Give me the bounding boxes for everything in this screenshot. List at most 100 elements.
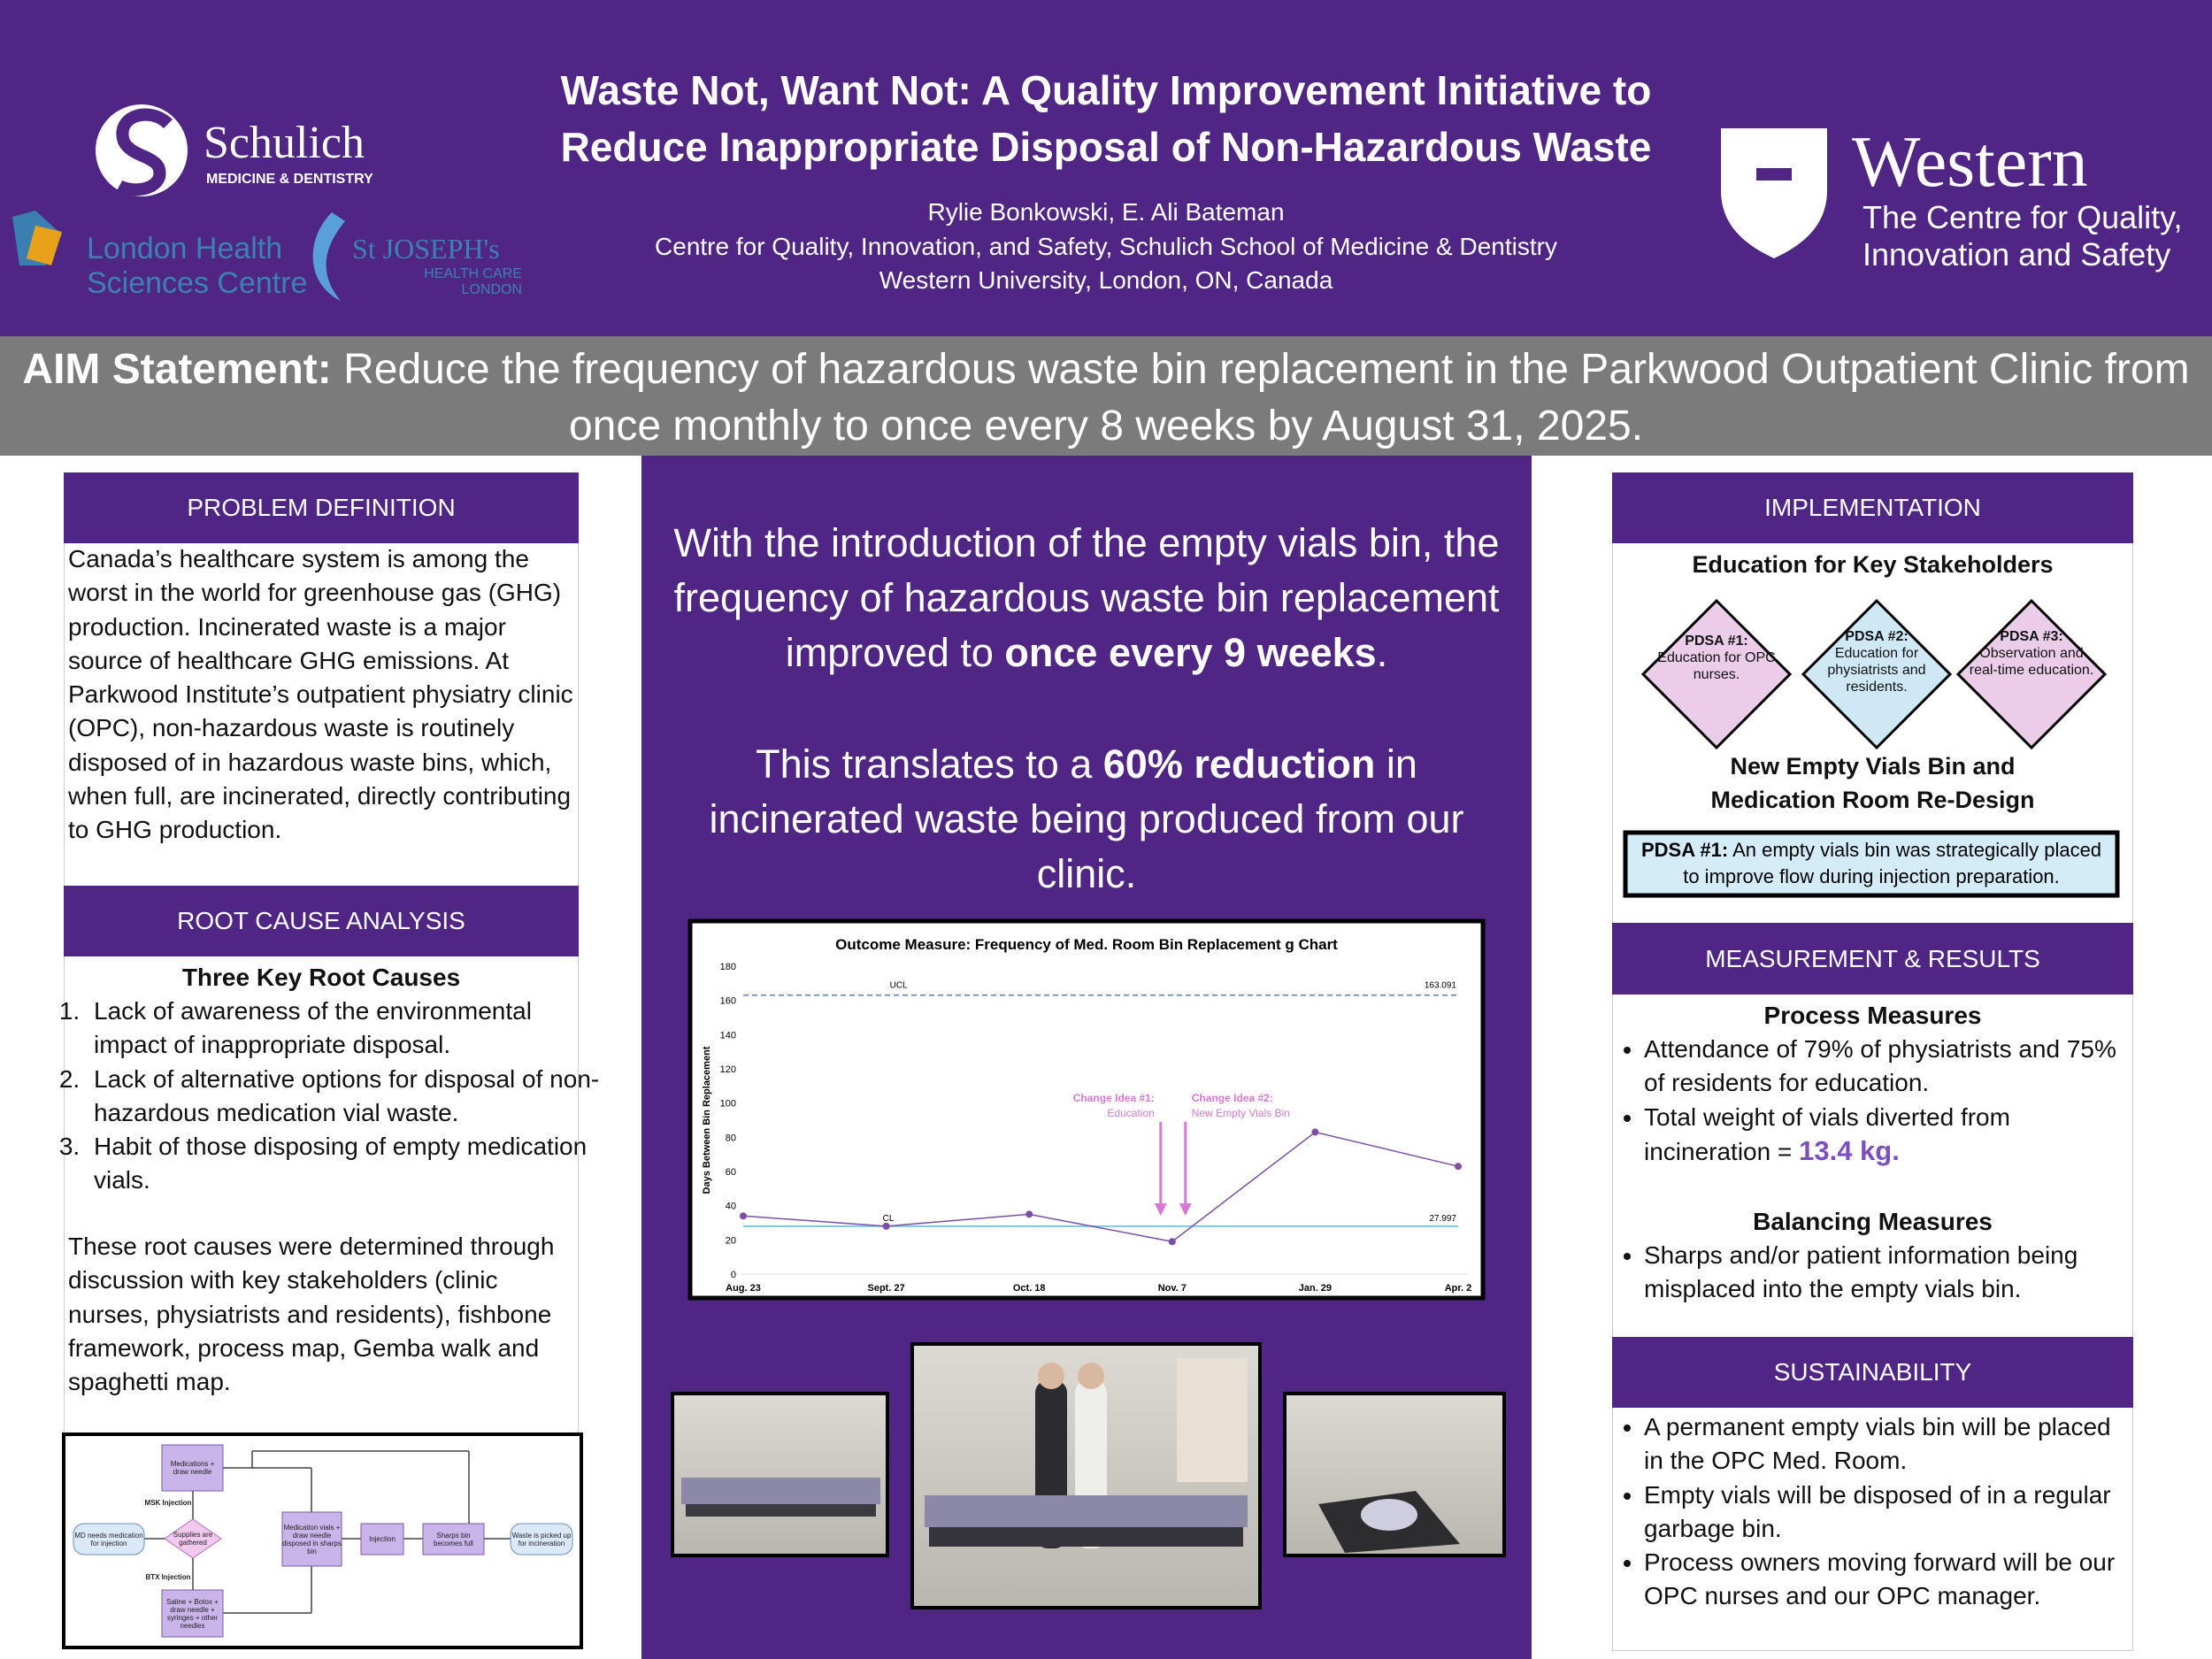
pdsa-text: Education for OPC nurses. <box>1657 650 1776 682</box>
subheading: Education for Key Stakeholders <box>1692 551 2054 578</box>
logo-text: MEDICINE & DENTISTRY <box>206 172 373 187</box>
sustainability-item: Empty vials will be disposed of in a reg… <box>1644 1479 2131 1547</box>
statement-emphasis: 60% reduction <box>1102 741 1376 787</box>
subheading: Balancing Measures <box>1753 1208 1993 1235</box>
data-point <box>1455 1163 1462 1171</box>
data-point <box>1025 1210 1033 1218</box>
pdsa-diamond <box>1955 598 2108 750</box>
sjhc-logo <box>312 212 345 301</box>
section-heading: SUSTAINABILITY <box>1612 1337 2133 1408</box>
logo-text: Western <box>1852 121 2088 202</box>
chart: Outcome Measure: Frequency of Med. Room … <box>687 918 1486 1301</box>
subheading-line: Medication Room Re-Design <box>1710 787 2035 814</box>
problem-body: Canada’s healthcare system is among the … <box>68 545 573 844</box>
x-tick-label: Nov. 7 <box>1158 1283 1187 1294</box>
aim-label: AIM Statement: <box>22 346 332 393</box>
flowchart-connectors <box>144 1450 511 1614</box>
balancing-list: Sharps and/or patient information being … <box>1612 1239 2131 1307</box>
pdsa-box-body: An empty vials bin was strategically pla… <box>1683 839 2102 887</box>
statement-text: . <box>1376 630 1388 675</box>
western-shield-detail <box>1756 168 1792 180</box>
flow-label: Saline + Botox + draw needle + syringes … <box>166 1597 219 1630</box>
flow-node <box>510 1523 573 1555</box>
pdsa-title: PDSA #2: <box>1845 629 1909 644</box>
statement-text: With the introduction of the empty vials… <box>673 520 1500 675</box>
pdsa-text: Observation and real-time education. <box>1969 646 2094 678</box>
x-tick-label: Jan. 29 <box>1299 1283 1332 1294</box>
sustainability-item: A permanent empty vials bin will be plac… <box>1644 1410 2131 1479</box>
y-tick-label: 80 <box>726 1133 736 1143</box>
annotation: Change Idea #2: <box>1192 1092 1273 1104</box>
flow-node <box>164 1518 222 1559</box>
authors: Rylie Bonkowski, E. Ali Bateman <box>927 198 1285 226</box>
western-shield <box>1721 128 1827 258</box>
section-heading: IMPLEMENTATION <box>1612 472 2133 543</box>
process-item: Total weight of vials diverted from inci… <box>1644 1101 2131 1170</box>
data-point <box>1168 1238 1176 1246</box>
sustainability-item: Process owners moving forward will be ou… <box>1644 1546 2131 1614</box>
pdsa-box-label: PDSA #1: <box>1640 839 1729 861</box>
change-arrow-head <box>1154 1203 1167 1216</box>
pdsa-box-text: PDSA #1: An empty vials bin was strategi… <box>1632 837 2110 890</box>
flow-node <box>73 1523 145 1555</box>
process-list: Attendance of 79% of physiatrists and 75… <box>1612 1033 2131 1169</box>
cl-value: 27.997 <box>1429 1214 1456 1224</box>
flow-label: Injection <box>369 1535 396 1543</box>
y-tick-label: 0 <box>731 1270 736 1280</box>
flow-node <box>161 1589 224 1638</box>
statement-emphasis: once every 9 weeks <box>1004 630 1377 675</box>
pdsa-title: PDSA #1: <box>1685 634 1748 649</box>
flow-branch-label: MSK Injection <box>144 1498 192 1507</box>
y-tick-label: 20 <box>726 1235 736 1246</box>
photo <box>671 1392 889 1557</box>
lhsc-logo <box>27 226 62 265</box>
pdsa-label: PDSA #1: Education for OPC nurses. <box>1655 633 1778 683</box>
photo <box>1283 1392 1506 1557</box>
root-cause-summary: These root causes were determined throug… <box>68 1233 555 1396</box>
y-tick-label: 60 <box>726 1167 736 1178</box>
annotation: Change Idea #1: <box>1073 1092 1155 1104</box>
pdsa-label: PDSA #3: Observation and real-time educat… <box>1965 628 2098 679</box>
annotation: Education <box>1107 1107 1154 1119</box>
schulich-logo-s <box>116 108 173 196</box>
cl-label: CL <box>883 1214 895 1224</box>
result-statement: With the introduction of the empty vials… <box>655 516 1518 680</box>
y-tick-label: 100 <box>720 1099 736 1110</box>
logo-text: LONDON <box>462 282 522 297</box>
pdsa-diamond <box>1801 598 1953 750</box>
title-line: Reduce Inappropriate Disposal of Non-Haz… <box>560 124 1652 170</box>
flow-label: Sharps bin becomes full <box>434 1531 473 1548</box>
data-point <box>882 1222 890 1230</box>
aim-statement: AIM Statement: Reduce the frequency of h… <box>18 342 2194 455</box>
chart-title: Outcome Measure: Frequency of Med. Room … <box>835 936 1338 953</box>
y-tick-label: 120 <box>720 1064 736 1075</box>
cause: Lack of awareness of the environmental i… <box>87 995 609 1063</box>
logo-text: Innovation and Safety <box>1863 236 2170 273</box>
pdsa-label: PDSA #2: Education for physiatrists and r… <box>1819 628 1934 695</box>
title-line: Waste Not, Want Not: A Quality Improveme… <box>560 67 1652 113</box>
logo-text: Schulich <box>204 118 365 168</box>
aim-text: Reduce the frequency of hazardous waste … <box>343 346 2190 449</box>
title: Waste Not, Want Not: A Quality Improveme… <box>442 62 1770 175</box>
pdsa-title: PDSA #3: <box>2000 629 2063 644</box>
cause: Lack of alternative options for disposal… <box>87 1063 609 1131</box>
photo <box>910 1342 1262 1609</box>
cause-list: Lack of awareness of the environmental i… <box>44 995 609 1198</box>
x-tick-label: Sept. 27 <box>868 1283 905 1294</box>
subheading: Process Measures <box>1763 1002 1982 1029</box>
y-tick-label: 160 <box>720 996 736 1007</box>
y-tick-label: 40 <box>726 1202 736 1212</box>
flow-node <box>360 1523 404 1555</box>
flow-node <box>422 1523 485 1555</box>
flow-label: Medications + draw needle <box>170 1460 215 1476</box>
pdsa-diamond <box>1640 598 1793 750</box>
x-tick-label: Aug. 23 <box>726 1283 761 1294</box>
ucl-value: 163.091 <box>1425 981 1457 991</box>
y-tick-label: 140 <box>720 1030 736 1041</box>
flowchart <box>62 1432 583 1649</box>
logo-text: HEALTH CARE <box>424 266 522 281</box>
flow-node <box>161 1444 224 1492</box>
subheading-line: New Empty Vials Bin and <box>1730 753 2016 780</box>
